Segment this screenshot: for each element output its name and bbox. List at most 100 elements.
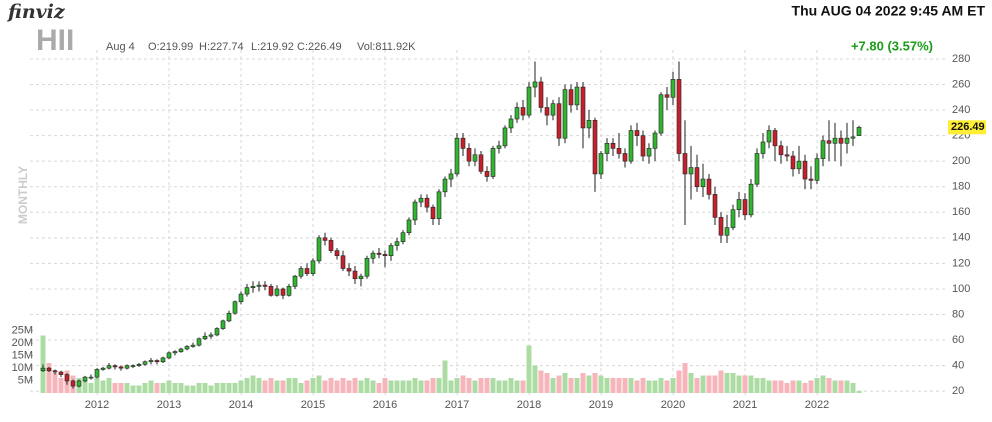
volume-bar xyxy=(226,383,232,393)
volume-bar xyxy=(790,380,796,393)
candle-body xyxy=(394,241,400,246)
volume-bar xyxy=(502,380,508,393)
candle-body xyxy=(148,360,154,363)
volume-bar xyxy=(358,380,364,393)
candle-body xyxy=(400,232,406,242)
volume-bar xyxy=(544,373,550,393)
volume-bar xyxy=(424,380,430,393)
volume-bar xyxy=(286,378,292,393)
volume-bar xyxy=(838,380,844,393)
y-tick-label: 280 xyxy=(952,53,970,65)
candle-body xyxy=(844,137,850,144)
candle-body xyxy=(526,86,532,116)
volume-bar xyxy=(430,378,436,393)
volume-bar xyxy=(580,373,586,393)
volume-bar xyxy=(346,380,352,393)
candle-body xyxy=(448,173,454,180)
volume-bar xyxy=(616,378,622,393)
volume-bar xyxy=(772,380,778,393)
candle-body xyxy=(664,94,670,98)
volume-bar xyxy=(562,373,568,393)
candle-body xyxy=(718,217,724,236)
candle-body xyxy=(226,312,232,322)
candle-body xyxy=(352,270,358,280)
volume-bar xyxy=(298,383,304,393)
candle-body xyxy=(280,288,286,296)
volume-bar xyxy=(490,378,496,393)
candle-body xyxy=(730,209,736,228)
x-tick-label: 2015 xyxy=(301,399,325,411)
volume-bar xyxy=(664,380,670,393)
candle-body xyxy=(58,371,64,375)
candle-body xyxy=(688,167,694,175)
y2-tick-label: 5M xyxy=(18,374,33,386)
volume-bar xyxy=(220,383,226,393)
candle-body xyxy=(436,191,442,219)
volume-bar xyxy=(172,383,178,393)
volume-bar xyxy=(556,375,562,393)
candle-body xyxy=(472,154,478,162)
y-tick-label: 260 xyxy=(952,78,970,90)
candle-body xyxy=(610,142,616,149)
candle-body xyxy=(484,171,490,177)
candle-body xyxy=(160,357,166,363)
ticker: HII xyxy=(36,24,74,57)
volume-bar xyxy=(844,380,850,393)
volume-bar xyxy=(58,378,64,393)
x-tick-label: 2021 xyxy=(733,399,757,411)
volume-bar xyxy=(46,363,52,393)
volume-bar xyxy=(40,335,46,393)
volume-bar xyxy=(304,380,310,393)
candle-body xyxy=(244,287,250,295)
volume-bar xyxy=(856,390,862,393)
last-price-box xyxy=(948,120,986,135)
volume-bar xyxy=(766,380,772,393)
volume-bar xyxy=(376,383,382,393)
y2-tick-label: 25M xyxy=(12,324,33,336)
candle-body xyxy=(382,254,388,257)
quote-date: Aug 4 xyxy=(106,41,135,53)
volume-bar xyxy=(292,378,298,393)
x-tick-label: 2022 xyxy=(805,399,829,411)
candle-body xyxy=(496,145,502,149)
candle-body xyxy=(304,268,310,274)
volume-bar xyxy=(100,380,106,393)
volume-bar xyxy=(130,385,136,393)
volume-bar xyxy=(436,378,442,393)
candle-body xyxy=(736,199,742,211)
volume-bar xyxy=(88,383,94,393)
candle-body xyxy=(784,154,790,157)
candle-body xyxy=(586,119,592,129)
candle-body xyxy=(310,260,316,274)
candle-body xyxy=(88,376,94,379)
y-tick-label: 200 xyxy=(952,155,970,167)
volume-bar xyxy=(820,375,826,393)
candle-body xyxy=(298,268,304,277)
x-tick-label: 2012 xyxy=(85,399,109,411)
candle-body xyxy=(142,361,148,365)
candle-body xyxy=(580,86,586,129)
volume-bar xyxy=(634,380,640,393)
volume-bar xyxy=(460,375,466,393)
volume-bar xyxy=(214,383,220,393)
volume-bar xyxy=(136,385,142,393)
volume-bar xyxy=(394,380,400,393)
candle-body xyxy=(370,252,376,259)
candle-body xyxy=(490,148,496,177)
candle-body xyxy=(178,348,184,352)
volume-bar xyxy=(520,380,526,393)
volume-bar xyxy=(340,378,346,393)
timeframe: MONTHLY xyxy=(16,166,30,224)
candle-body xyxy=(808,178,814,181)
y-tick-label: 80 xyxy=(952,308,964,320)
candle-body xyxy=(328,240,334,251)
candle-body xyxy=(196,338,202,346)
candle-body xyxy=(676,79,682,154)
quote-low: L:219.92 xyxy=(251,41,294,53)
volume-bar xyxy=(160,383,166,393)
candle-body xyxy=(154,360,160,363)
candle-body xyxy=(412,201,418,221)
volume-bar xyxy=(598,375,604,393)
volume-bar xyxy=(610,378,616,393)
candle-body xyxy=(514,107,520,120)
